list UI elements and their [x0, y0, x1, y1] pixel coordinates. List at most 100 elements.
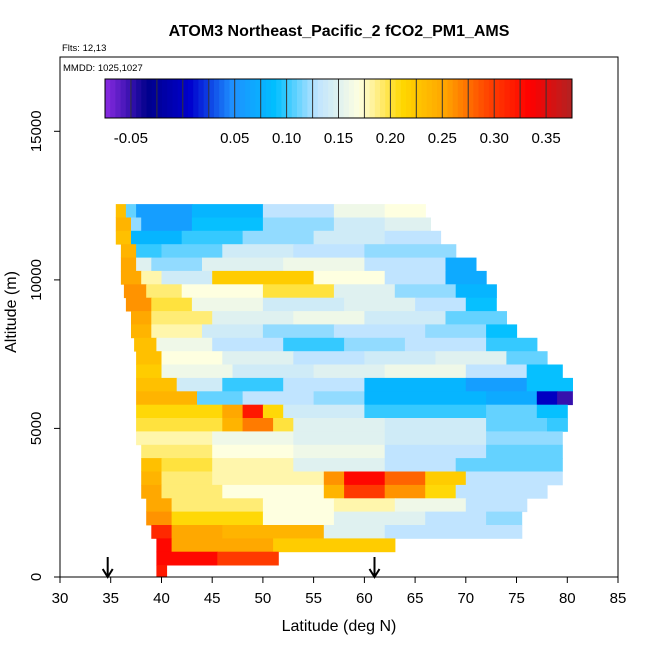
heat-cell-16-6: [486, 418, 548, 432]
colorbar-swatch: [255, 79, 262, 118]
heat-cell-0-0: [115, 204, 127, 218]
heat-cell-5-2: [161, 270, 213, 285]
colorbar-swatch: [504, 79, 511, 118]
x-tick-label: 40: [153, 590, 170, 607]
heat-cell-4-3: [202, 257, 284, 272]
heat-cell-18-1: [212, 444, 294, 459]
colorbar-tick-label: 0.20: [376, 130, 405, 147]
heat-cell-14-7: [557, 391, 573, 406]
colorbar-swatch: [167, 79, 173, 118]
heat-cell-9-2: [202, 324, 264, 339]
heat-cell-19-4: [384, 458, 457, 472]
colorbar-swatch: [265, 79, 272, 118]
x-tick-label: 75: [508, 590, 525, 607]
heat-cell-7-6: [465, 297, 497, 312]
plot-frame: [59, 56, 619, 578]
heat-cell-21-7: [455, 484, 548, 499]
heat-cell-8-0: [131, 311, 152, 325]
colorbar-swatch: [188, 79, 194, 118]
colorbar-swatch: [302, 79, 308, 118]
heat-cell-16-3: [273, 418, 294, 432]
colorbar-swatch: [286, 79, 293, 118]
heat-cell-24-3: [323, 525, 386, 539]
heat-cell-21-2: [222, 484, 325, 499]
colorbar-swatch: [463, 79, 469, 118]
heat-cell-3-1: [136, 244, 163, 258]
heat-cell-15-4: [283, 404, 365, 419]
heat-cell-26-0: [156, 551, 218, 566]
heat-cell-20-3: [323, 471, 345, 486]
heat-cell-11-3: [293, 351, 365, 365]
heat-cell-24-4: [384, 525, 523, 539]
heat-cell-16-2: [242, 418, 274, 432]
heat-cell-17-3: [384, 431, 487, 446]
heat-cell-10-0: [134, 337, 157, 352]
heat-cell-11-6: [506, 351, 548, 365]
heat-cell-23-5: [486, 511, 523, 526]
heat-cell-18-2: [293, 444, 386, 459]
heat-cell-11-0: [136, 351, 163, 365]
heat-cell-5-1: [141, 270, 163, 285]
heat-cell-1-4: [262, 217, 335, 232]
heat-cell-15-3: [262, 404, 284, 419]
colorbar-swatch: [483, 79, 490, 118]
heat-cell-22-5: [465, 498, 528, 513]
heat-cell-1-6: [384, 217, 431, 232]
heat-cell-15-6: [486, 404, 538, 419]
arrow-head: [101, 568, 114, 579]
colorbar-swatch: [494, 79, 500, 118]
y-tick-label: 5000: [28, 412, 45, 445]
heat-cell-13-1: [176, 377, 223, 392]
colorbar-swatch: [354, 79, 360, 118]
heat-cell-18-4: [486, 444, 563, 459]
colorbar-swatch: [338, 79, 345, 118]
heat-cell-4-0: [120, 257, 137, 272]
heatmap-layer: [115, 204, 573, 578]
heat-cell-5-4: [313, 270, 386, 285]
heat-cell-22-0: [146, 498, 173, 513]
heat-cell-4-6: [445, 257, 477, 272]
colorbar-swatch: [437, 79, 443, 118]
heat-cell-19-2: [212, 458, 294, 472]
y-tick-label: 0: [28, 573, 45, 581]
colorbar-swatch: [260, 79, 267, 118]
colorbar-swatch: [411, 79, 417, 118]
y-axis: 0 5000 10000 15000: [28, 110, 60, 581]
colorbar-swatch: [514, 79, 521, 118]
x-tick-label: 50: [255, 590, 272, 607]
colorbar-swatch: [136, 79, 142, 118]
heat-cell-7-2: [191, 297, 264, 312]
heat-cell-8-1: [151, 311, 213, 325]
heat-cell-7-1: [151, 297, 193, 312]
colorbar-swatch: [369, 79, 376, 118]
heat-cell-19-3: [293, 458, 386, 472]
heat-cell-25-0: [156, 538, 173, 553]
heat-cell-0-6: [384, 204, 426, 218]
heat-cell-16-0: [136, 418, 223, 432]
heat-cell-20-7: [465, 471, 563, 486]
heat-cell-2-5: [384, 230, 442, 245]
heat-cell-8-2: [212, 311, 294, 325]
heat-cell-24-0: [151, 525, 173, 539]
heat-cell-6-4: [333, 284, 396, 299]
heat-cell-20-2: [212, 471, 325, 486]
colorbar-tick-labels: -0.05 0.05 0.10 0.15 0.20 0.25 0.30 0.35: [114, 130, 561, 147]
x-tick-label: 55: [305, 590, 322, 607]
colorbar-swatch: [120, 79, 127, 118]
colorbar-tick-label: 0.25: [428, 130, 457, 147]
colorbar-swatch: [182, 79, 189, 118]
colorbar-swatch: [296, 79, 303, 118]
heat-cell-14-4: [364, 391, 487, 406]
heat-cell-6-0: [123, 284, 147, 299]
heat-cell-19-1: [161, 458, 213, 472]
heat-cell-6-1: [146, 284, 183, 299]
heat-cell-14-5: [486, 391, 538, 406]
heat-cell-4-4: [283, 257, 365, 272]
heat-cell-13-2: [222, 377, 284, 392]
heat-cell-25-2: [273, 538, 396, 553]
colorbar-frame: [104, 78, 573, 119]
heat-cell-12-2: [232, 364, 315, 379]
flight-arrows: [101, 557, 381, 579]
heat-cell-15-7: [536, 404, 568, 419]
